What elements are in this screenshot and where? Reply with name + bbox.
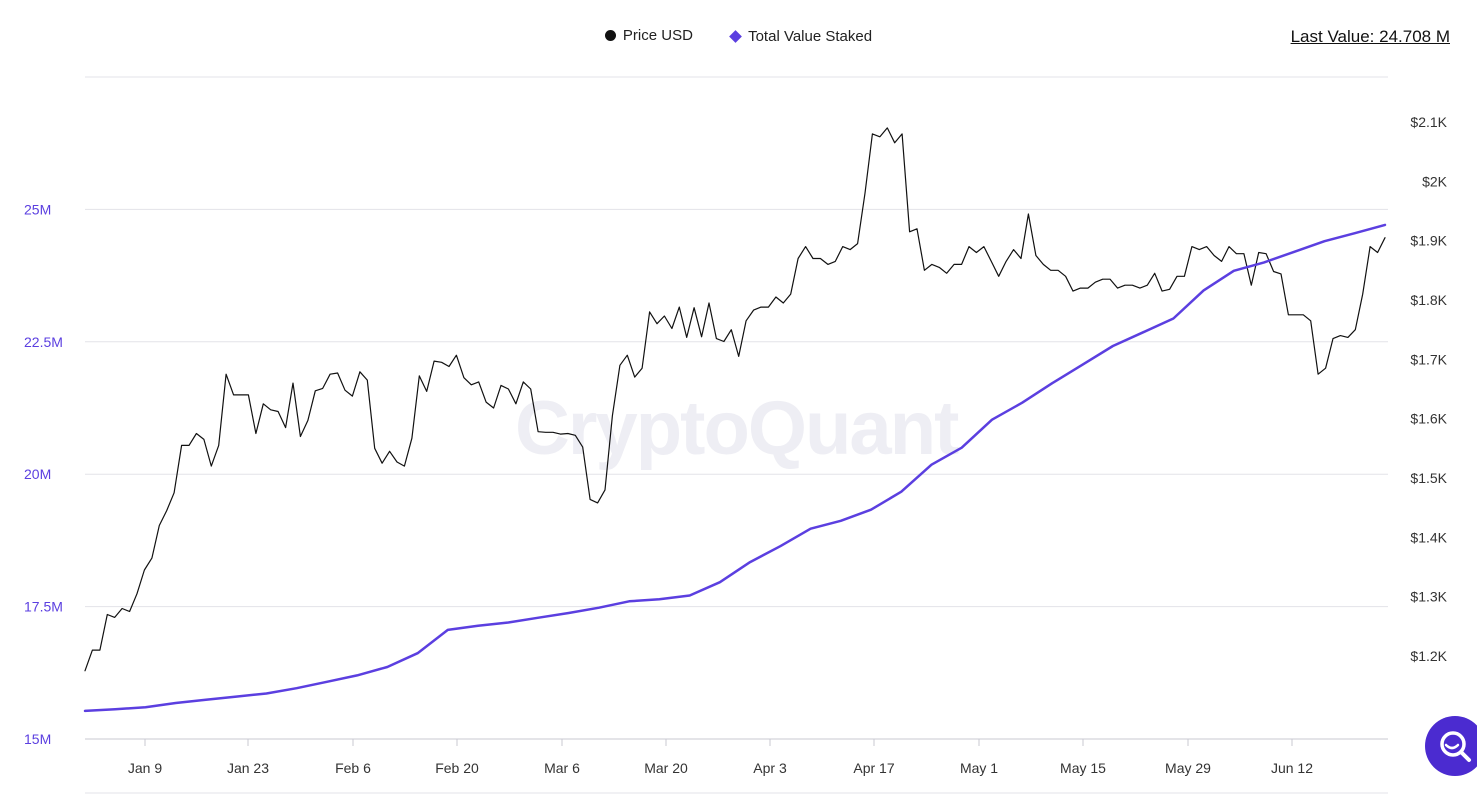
legend-item-price[interactable]: Price USD — [604, 27, 693, 44]
circle-marker-icon — [604, 30, 616, 41]
series-line-total-value-staked — [83, 223, 1387, 713]
x-axis-tick-label: May 15 — [1060, 760, 1106, 776]
x-axis-tick-label: Jan 9 — [128, 760, 162, 776]
last-value-link[interactable]: Last Value: 24.708 M — [1290, 27, 1450, 46]
right-axis-tick-label: $1.6K — [1410, 411, 1447, 427]
x-axis-tick-label: Mar 6 — [544, 760, 580, 776]
right-axis-tick-label: $1.9K — [1410, 233, 1447, 249]
x-axis-tick-label: May 29 — [1165, 760, 1211, 776]
right-axis-tick-label: $2.1K — [1410, 114, 1447, 130]
right-axis-tick-label: $1.5K — [1410, 470, 1447, 486]
x-axis-tick-label: Jan 23 — [227, 760, 269, 776]
legend-item-tvs[interactable]: Total Value Staked — [729, 28, 873, 45]
x-axis-tick-label: Feb 6 — [335, 760, 371, 776]
x-axis-tick-label: May 1 — [960, 760, 998, 776]
right-axis-tick-label: $1.2K — [1410, 648, 1447, 664]
left-axis-tick-label: 15M — [24, 731, 51, 747]
right-axis-tick-label: $1.4K — [1410, 529, 1447, 545]
chart-legend: Price USD Total Value Staked — [0, 27, 1477, 45]
search-icon — [1440, 731, 1471, 762]
left-axis-tick-label: 25M — [24, 201, 51, 217]
series-line-price-usd — [84, 127, 1386, 672]
watermark-logo: CryptoQuant — [515, 386, 959, 471]
legend-label-price: Price USD — [622, 27, 693, 44]
x-axis-tick-label: Apr 3 — [753, 760, 787, 776]
left-axis-tick-label: 17.5M — [24, 599, 63, 615]
legend-label-tvs: Total Value Staked — [748, 28, 873, 45]
left-axis-tick-label: 22.5M — [24, 334, 63, 350]
right-axis-tick-label: $1.7K — [1410, 351, 1447, 367]
x-axis-tick-label: Feb 20 — [435, 760, 479, 776]
left-axis-tick-label: 20M — [24, 466, 51, 482]
right-axis-tick-label: $2K — [1422, 173, 1448, 189]
search-button[interactable] — [1425, 716, 1477, 776]
right-axis-tick-label: $1.3K — [1410, 589, 1447, 605]
right-axis-tick-label: $1.8K — [1410, 292, 1447, 308]
x-axis-tick-label: Mar 20 — [644, 760, 688, 776]
x-axis-tick-label: Apr 17 — [853, 760, 894, 776]
x-axis-tick-label: Jun 12 — [1271, 760, 1313, 776]
